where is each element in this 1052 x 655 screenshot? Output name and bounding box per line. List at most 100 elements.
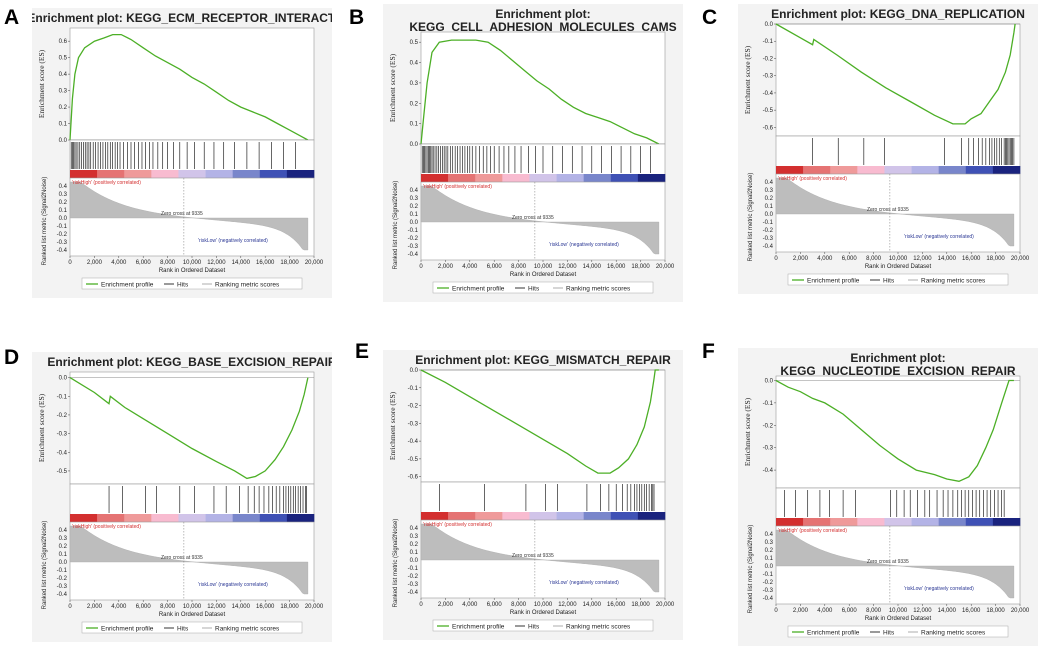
x-tick-label: 4,000 <box>462 602 478 608</box>
x-tick-label: 2,000 <box>438 264 454 270</box>
es-ytick-label: -0.4 <box>408 439 419 445</box>
x-tick-label: 18,000 <box>280 604 299 610</box>
rank-color-segment <box>124 514 152 522</box>
rank-color-segment <box>70 170 98 178</box>
panel-f: F Enrichment plot: KEGG_NUCLEOTIDE_EXCISI… <box>690 340 1050 655</box>
x-tick-label: 6,000 <box>487 602 503 608</box>
rank-color-segment <box>911 518 939 526</box>
low-label: 'riskLow' (negatively correlated) <box>904 586 974 592</box>
es-ylabel: Enrichment score (ES) <box>388 53 397 122</box>
metric-ytick-label: -0.4 <box>57 592 68 598</box>
rank-color-segment <box>965 166 994 174</box>
x-tick-label: 2,000 <box>438 602 454 608</box>
rank-color-segment <box>124 170 152 178</box>
rank-color-segment <box>556 512 584 520</box>
rank-color-segment <box>97 170 125 178</box>
es-plot-area <box>420 31 666 145</box>
legend-box <box>81 277 303 290</box>
legend-metric-label: Ranking metric scores <box>566 624 631 631</box>
gsea-plot-b: Enrichment plot:KEGG_CELL_ADHESION_MOLEC… <box>383 4 683 302</box>
plot-title: KEGG_NUCLEOTIDE_EXCISION_REPAIR <box>780 364 1015 378</box>
metric-ytick-label: 0.2 <box>59 200 68 206</box>
legend-es-label: Enrichment profile <box>101 626 154 633</box>
metric-area-fill <box>420 523 660 593</box>
low-label: 'riskLow' (negatively correlated) <box>549 580 619 586</box>
es-curve <box>69 377 309 480</box>
x-tick-label: 16,000 <box>256 260 275 266</box>
rank-color-segment <box>610 512 639 520</box>
es-ylabel: Enrichment score (ES) <box>37 49 46 118</box>
low-label: 'riskLow' (negatively correlated) <box>198 238 268 244</box>
es-ytick-label: 0.2 <box>410 101 419 107</box>
plot-title: Enrichment plot: KEGG_MISMATCH_REPAIR <box>415 353 671 367</box>
legend-hits-label: Hits <box>177 282 189 289</box>
legend-box <box>432 281 654 294</box>
x-tick-label: 2,000 <box>87 260 103 266</box>
rank-color-segment <box>205 514 233 522</box>
es-curve <box>420 369 659 474</box>
plot-title: KEGG_CELL_ADHESION_MOLECULES_CAMS <box>409 20 676 34</box>
x-tick-label: 10,000 <box>534 602 553 608</box>
es-ytick-label: -0.2 <box>763 423 774 429</box>
legend-hits-label: Hits <box>177 626 189 633</box>
metric-ytick-label: 0.1 <box>410 212 419 218</box>
es-ytick-label: 0.0 <box>59 138 68 144</box>
rank-color-segment <box>70 514 98 522</box>
metric-ytick-label: 0.2 <box>59 544 68 550</box>
metric-ytick-label: 0.3 <box>410 534 419 540</box>
rank-color-segment <box>421 174 449 182</box>
rank-color-segment <box>803 166 831 174</box>
rank-color-segment <box>151 514 179 522</box>
high-label: 'riskHigh' (positively correlated) <box>778 176 847 182</box>
x-tick-label: 2,000 <box>87 604 103 610</box>
plot-title: Enrichment plot: KEGG_ECM_RECEPTOR_INTER… <box>32 11 332 25</box>
metric-ytick-label: -0.2 <box>763 228 774 234</box>
metric-ytick-label: 0.1 <box>410 550 419 556</box>
x-tick-label: 12,000 <box>207 604 226 610</box>
panel-letter-e: E <box>355 340 370 363</box>
rank-color-segment <box>884 166 912 174</box>
rank-color-segment <box>448 512 476 520</box>
x-tick-label: 18,000 <box>631 602 650 608</box>
x-tick-label: 14,000 <box>583 602 602 608</box>
panel-letter-d: D <box>4 346 20 369</box>
low-label: 'riskLow' (negatively correlated) <box>549 242 619 248</box>
legend-box <box>787 625 1009 638</box>
legend-metric-label: Ranking metric scores <box>215 282 280 289</box>
x-tick-label: 20,000 <box>1011 608 1030 614</box>
es-plot-area <box>775 23 1021 137</box>
metric-ylabel: Ranked list metric (Signal2Noise) <box>42 177 48 266</box>
es-ytick-label: -0.5 <box>408 457 419 463</box>
metric-area-fill <box>775 529 1015 599</box>
rank-color-segment <box>475 174 503 182</box>
x-tick-label: 20,000 <box>305 260 324 266</box>
metric-ytick-label: -0.1 <box>408 228 419 234</box>
zero-cross-label: Zero cross at 9335 <box>867 559 909 565</box>
metric-ytick-label: 0.0 <box>410 558 419 564</box>
plot-title: Enrichment plot: KEGG_DNA_REPLICATION <box>771 7 1025 21</box>
metric-ylabel: Ranked list metric (Signal2Noise) <box>393 519 399 608</box>
rank-color-segment <box>475 512 503 520</box>
high-label: 'riskHigh' (positively correlated) <box>423 184 492 190</box>
x-tick-label: 2,000 <box>793 608 809 614</box>
x-tick-label: 10,000 <box>183 604 202 610</box>
x-axis-label: Rank in Ordered Dataset <box>510 610 577 616</box>
panel-d: D Enrichment plot: KEGG_BASE_EXCISION_RE… <box>0 340 340 655</box>
x-tick-label: 12,000 <box>913 256 932 262</box>
x-tick-label: 18,000 <box>631 264 650 270</box>
high-label: 'riskHigh' (positively correlated) <box>72 524 141 530</box>
x-tick-label: 16,000 <box>962 608 981 614</box>
es-ytick-label: -0.1 <box>763 39 774 45</box>
metric-area-fill <box>775 177 1015 247</box>
rank-color-segment <box>857 518 885 526</box>
panel-letter-a: A <box>4 6 20 29</box>
legend-metric-label: Ranking metric scores <box>566 286 631 293</box>
x-tick-label: 16,000 <box>607 264 626 270</box>
es-ytick-label: 0.3 <box>59 89 68 95</box>
x-tick-label: 18,000 <box>280 260 299 266</box>
es-ytick-label: -0.3 <box>57 432 68 438</box>
x-tick-label: 16,000 <box>607 602 626 608</box>
low-label: 'riskLow' (negatively correlated) <box>904 234 974 240</box>
metric-ytick-label: 0.4 <box>765 180 774 186</box>
es-ylabel: Enrichment score (ES) <box>37 393 46 462</box>
